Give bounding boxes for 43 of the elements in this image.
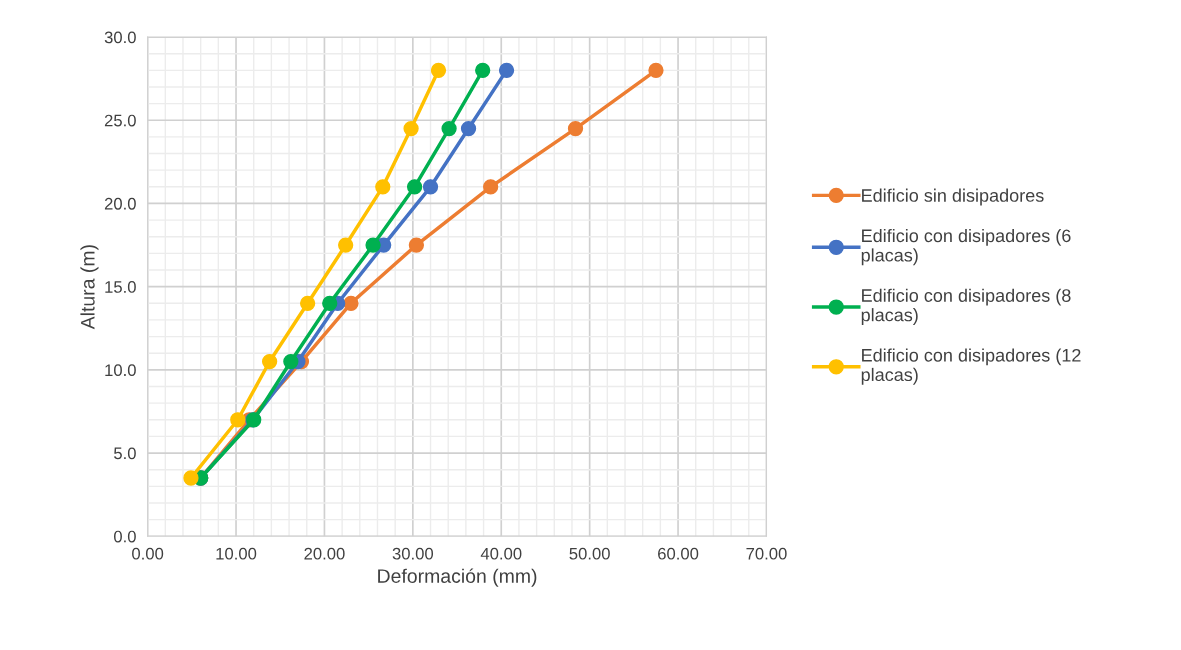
point bbox=[430, 62, 447, 78]
y-tick-label: 15.0 bbox=[105, 281, 136, 293]
point bbox=[567, 120, 584, 137]
x-tick-label: 10.00 bbox=[216, 547, 257, 560]
y-tick-label: 20.0 bbox=[104, 197, 136, 210]
point bbox=[343, 295, 359, 311]
point bbox=[460, 120, 477, 137]
y-tick-label: 30.0 bbox=[104, 31, 136, 44]
x-tick-label: 0.00 bbox=[132, 547, 164, 560]
point bbox=[403, 120, 419, 137]
x-tick-label: 30.00 bbox=[392, 547, 434, 560]
point bbox=[283, 353, 299, 370]
y-axis-title: Altura (m) bbox=[80, 245, 99, 330]
x-tick-label: 60.00 bbox=[658, 547, 699, 560]
y-tick-label: 25.0 bbox=[104, 114, 136, 127]
point bbox=[422, 179, 439, 195]
x-tick-label: 40.00 bbox=[480, 547, 522, 560]
point bbox=[441, 120, 457, 137]
point bbox=[483, 179, 499, 195]
x-tick-label: 70.00 bbox=[746, 547, 787, 560]
point bbox=[498, 62, 515, 78]
x-tick-label: 20.00 bbox=[304, 547, 345, 560]
point bbox=[475, 62, 491, 78]
point bbox=[183, 470, 199, 486]
y-tick-label: 10.0 bbox=[105, 364, 136, 377]
x-axis-title: Deformación (mm) bbox=[378, 568, 537, 587]
legend-label: Edificio con disipadores (8 placas) bbox=[861, 288, 1071, 325]
y-tick-label: 5.0 bbox=[114, 447, 136, 460]
x-tick-label: 50.00 bbox=[569, 547, 610, 560]
legend-label: Edificio sin disipadores bbox=[862, 188, 1044, 206]
point bbox=[300, 295, 316, 311]
y-tick-label: 0.0 bbox=[114, 530, 136, 543]
point bbox=[365, 237, 381, 253]
point bbox=[648, 62, 664, 78]
legend-label: Edificio con disipadores (6 placas) bbox=[861, 228, 1071, 266]
point bbox=[261, 353, 278, 370]
point bbox=[406, 179, 423, 195]
point bbox=[338, 237, 354, 253]
point bbox=[408, 237, 425, 253]
point bbox=[322, 295, 338, 311]
point bbox=[375, 179, 391, 195]
legend-label: Edificio con disipadores (12 placas) bbox=[861, 348, 1081, 385]
point bbox=[230, 412, 246, 428]
